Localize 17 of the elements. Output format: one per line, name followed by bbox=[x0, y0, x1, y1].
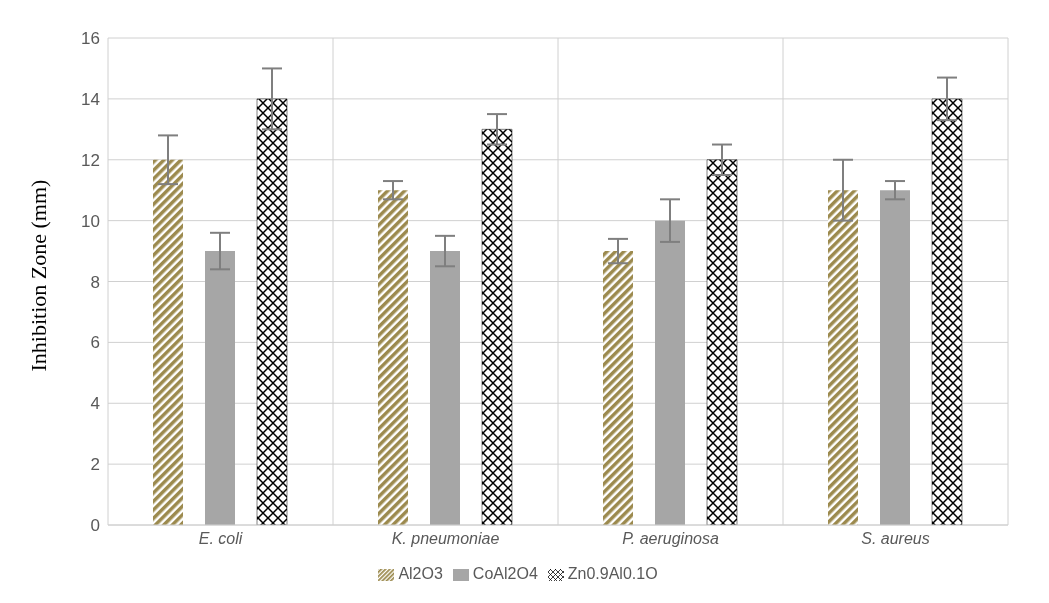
y-tick-label: 8 bbox=[90, 272, 100, 292]
y-tick-label: 4 bbox=[90, 394, 100, 414]
y-tick-label: 0 bbox=[90, 516, 100, 536]
y-tick-label: 12 bbox=[81, 150, 100, 170]
y-tick-label: 6 bbox=[90, 333, 100, 353]
y-axis-title: Inhibition Zone (mm) bbox=[25, 179, 51, 372]
y-tick-label: 10 bbox=[81, 211, 100, 231]
y-tick-label: 14 bbox=[81, 89, 100, 109]
y-tick-label: 2 bbox=[90, 455, 100, 475]
x-tick-label: P. aeruginosa bbox=[622, 530, 719, 548]
y-tick-label: 16 bbox=[81, 29, 100, 49]
legend-label: Al2O3 bbox=[398, 565, 443, 582]
x-tick-label: K. pneumoniae bbox=[391, 530, 500, 548]
legend-label: CoAl2O4 bbox=[472, 565, 538, 582]
legend-label: Zn0.9Al0.1O bbox=[567, 565, 658, 582]
x-tick-label: E. coli bbox=[198, 530, 243, 548]
x-tick-label: S. aureus bbox=[861, 530, 930, 548]
